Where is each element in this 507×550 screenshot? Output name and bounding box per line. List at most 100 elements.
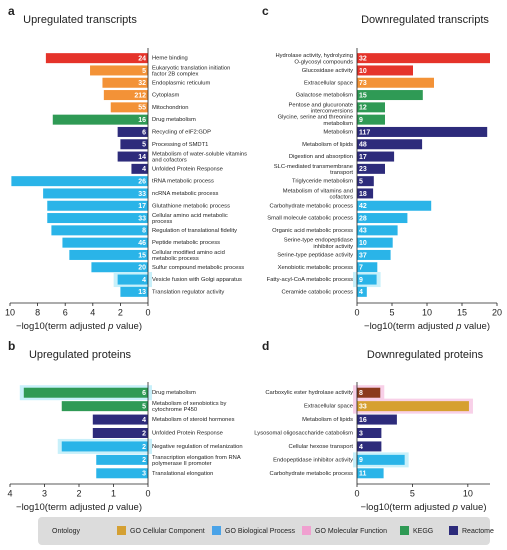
x-axis-label-part: p: [455, 321, 461, 332]
term-label: Metabolism of xenobiotics by cytochrome P…: [152, 401, 227, 413]
x-tick-label: 5: [410, 488, 415, 498]
count-label: 37: [359, 252, 367, 259]
count-label: 20: [138, 265, 146, 272]
term-line: O-glycosyl compounds: [294, 59, 353, 65]
count-label: 5: [142, 68, 146, 75]
x-tick-label: 10: [463, 488, 473, 498]
legend-label: GO Biological Process: [225, 528, 296, 535]
term-label: Digestion and absorption: [289, 154, 353, 160]
term-line: cofactors: [329, 194, 353, 200]
x-axis-label-part: −log10(term adjusted: [361, 502, 453, 513]
bar: [92, 414, 148, 425]
count-label: 15: [138, 252, 146, 259]
term-label: Peptide metabolic process: [152, 240, 220, 246]
x-tick-label: 4: [7, 488, 12, 498]
count-label: 33: [359, 403, 367, 410]
bar: [357, 213, 408, 224]
legend-box: [38, 517, 490, 545]
term-line: Cellular amino acid metabolic: [152, 212, 228, 218]
bar: [47, 200, 149, 211]
count-label: 18: [359, 191, 367, 198]
count-label: 212: [134, 92, 146, 99]
term-line: transport: [330, 169, 353, 175]
legend-swatch: [449, 526, 458, 535]
count-label: 5: [142, 142, 146, 149]
bar: [357, 414, 397, 425]
x-tick-label: 1: [111, 488, 116, 498]
count-label: 32: [359, 55, 367, 62]
bar: [47, 213, 149, 224]
bar: [357, 274, 377, 285]
bar: [357, 237, 393, 248]
x-tick-label: 0: [145, 307, 150, 317]
bar: [96, 454, 148, 465]
x-axis-label-part: p: [452, 502, 458, 513]
term-line: inhibitor activity: [313, 243, 353, 249]
bar: [357, 126, 488, 137]
term-label: Transcription elongation from RNA polymer…: [152, 454, 241, 466]
x-axis-label: −log10(term adjusted p value): [16, 321, 142, 332]
x-tick-label: 2: [118, 307, 123, 317]
x-axis-label-part: value): [113, 502, 142, 513]
term-line: Transcription elongation from RNA: [152, 454, 241, 460]
count-label: 4: [142, 417, 146, 424]
bar: [45, 53, 148, 64]
term-label: Glucosidase activity: [302, 68, 353, 74]
count-label: 10: [359, 68, 367, 75]
bar: [51, 225, 148, 236]
count-label: 16: [359, 417, 367, 424]
term-label: Triglyceride metabolism: [292, 179, 353, 185]
bar: [61, 441, 148, 452]
count-label: 2: [142, 444, 146, 451]
count-label: 9: [359, 277, 363, 284]
panel-label: b: [8, 339, 15, 353]
term-label: Glycine, serine and threonine metabolism: [278, 114, 354, 126]
panel-title: Downregulated proteins: [367, 349, 484, 361]
bar: [23, 387, 148, 398]
bar: [69, 249, 148, 260]
x-tick-label: 15: [457, 307, 467, 317]
term-label: Heme binding: [152, 56, 188, 62]
term-label: Organic acid metabolic process: [272, 228, 353, 234]
count-label: 43: [359, 228, 367, 235]
term-label: Hydrolase activity, hydrolyzing O-glycosy…: [275, 53, 353, 65]
count-label: 33: [138, 215, 146, 222]
term-line: Serine-type endopeptidase: [284, 237, 353, 243]
term-label: Metabolism of lipids: [302, 142, 353, 148]
bar: [357, 139, 423, 150]
term-label: Extracellular space: [304, 404, 353, 410]
x-tick-label: 10: [5, 307, 15, 317]
term-label: Unfolded Protein Response: [152, 166, 223, 172]
count-label: 42: [359, 203, 367, 210]
bar: [357, 77, 434, 88]
term-label: Cellular modified amino acid metabolic pr…: [152, 249, 225, 261]
bar: [357, 102, 385, 113]
term-label: Metabolism of water-soluble vitamins and …: [152, 151, 247, 163]
panel-title: Upregulated transcripts: [23, 14, 137, 26]
bar: [90, 65, 148, 76]
term-label: Metabolism: [323, 129, 353, 135]
term-label: ncRNA metabolic process: [152, 191, 218, 197]
term-label: Serine-type endopeptidase inhibitor activ…: [284, 237, 353, 249]
bar: [357, 65, 413, 76]
term-label: Translation regulator activity: [152, 289, 224, 295]
term-label: Drug metabolism: [152, 117, 196, 123]
x-tick-label: 10: [422, 307, 432, 317]
bar: [357, 286, 367, 297]
x-tick-label: 4: [90, 307, 95, 317]
x-tick-label: 3: [42, 488, 47, 498]
term-label: Drug metabolism: [152, 390, 196, 396]
term-label: Metabolism of steroid hormones: [152, 417, 235, 423]
count-label: 17: [359, 154, 367, 161]
legend-label: GO Molecular Function: [315, 528, 387, 535]
x-axis-label-part: value): [461, 321, 490, 332]
count-label: 73: [359, 80, 367, 87]
term-label: Galactose metabolism: [296, 93, 354, 99]
term-label: Pentose and glucuronate interconversions: [289, 102, 354, 114]
term-label: Metabolism of vitamins and cofactors: [283, 188, 353, 200]
term-label: Recycling of eIF2:GDP: [152, 129, 211, 135]
term-label: Extracellular space: [304, 80, 353, 86]
bar: [120, 139, 148, 150]
count-label: 17: [138, 203, 146, 210]
term-label: Carbohydrate metabolic process: [270, 203, 354, 209]
